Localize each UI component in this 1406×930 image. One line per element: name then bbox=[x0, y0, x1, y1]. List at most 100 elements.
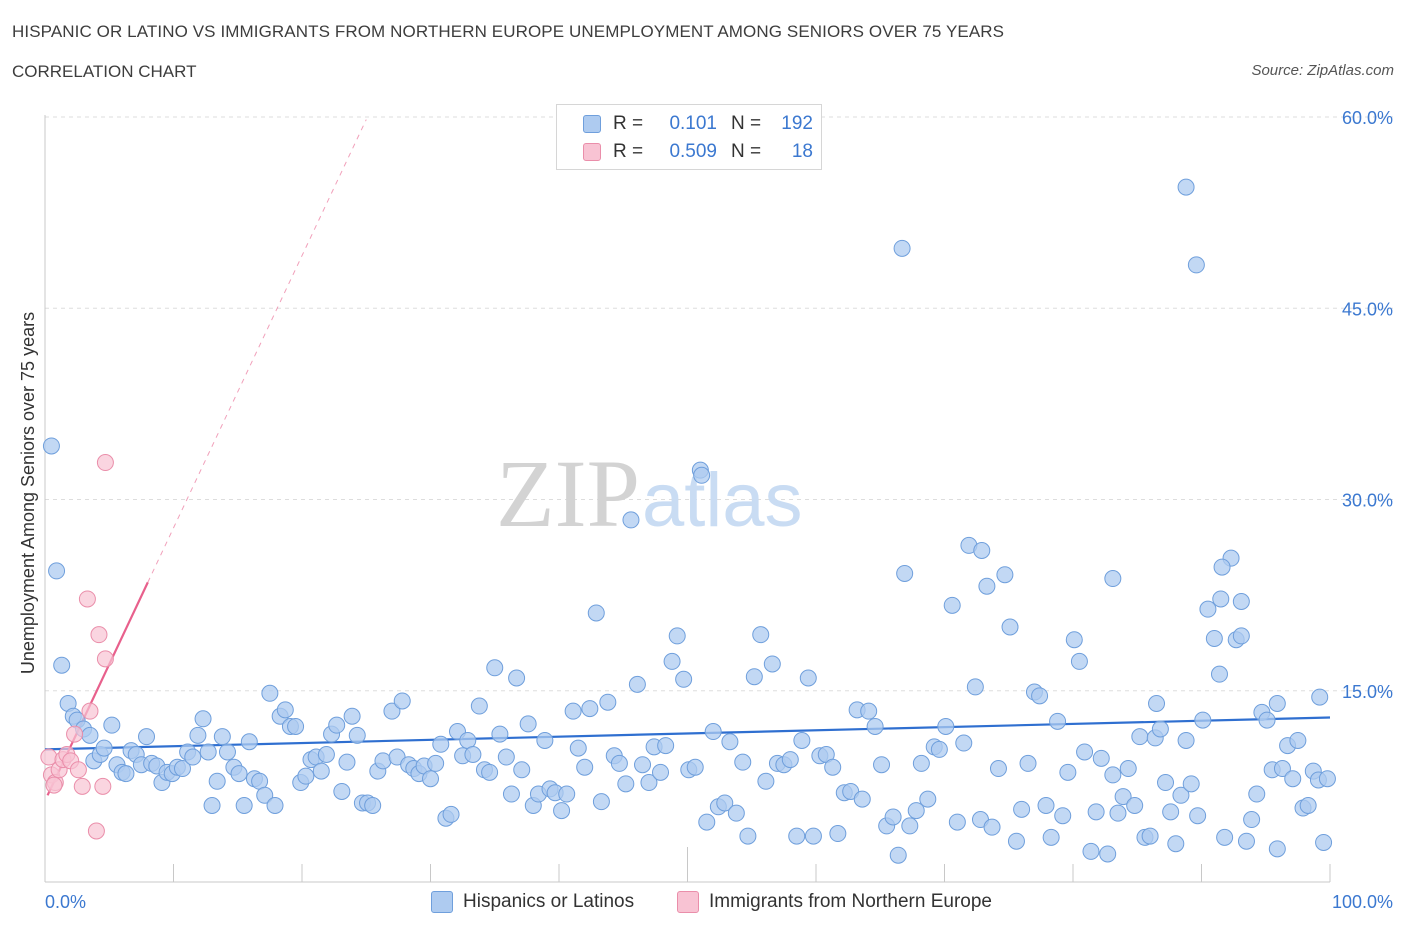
data-point-hispanics bbox=[973, 542, 991, 559]
legend-n-value: 18 bbox=[791, 141, 813, 162]
legend-label-hispanics: Hispanics or Latinos bbox=[463, 891, 635, 912]
data-point-hispanics bbox=[81, 726, 99, 744]
data-point-hispanics bbox=[948, 813, 966, 831]
data-point-northern-europe bbox=[40, 748, 58, 766]
data-point-hispanics bbox=[1082, 842, 1100, 860]
legend-n-label: N = bbox=[731, 113, 762, 134]
data-point-hispanics bbox=[781, 751, 799, 769]
data-point-hispanics bbox=[103, 716, 121, 734]
data-point-hispanics bbox=[1162, 803, 1180, 821]
data-point-hispanics bbox=[1167, 835, 1185, 853]
data-point-hispanics bbox=[558, 785, 576, 803]
legend-swatch-blue bbox=[431, 891, 453, 913]
data-point-hispanics bbox=[829, 825, 847, 843]
data-point-hispanics bbox=[693, 466, 711, 484]
data-point-hispanics bbox=[1049, 712, 1067, 730]
data-point-hispanics bbox=[734, 753, 752, 771]
data-point-hispanics bbox=[853, 790, 871, 808]
data-point-hispanics bbox=[194, 710, 212, 728]
data-point-hispanics bbox=[497, 748, 515, 766]
data-point-hispanics bbox=[343, 707, 361, 725]
data-point-hispanics bbox=[312, 762, 330, 780]
data-point-hispanics bbox=[640, 774, 658, 792]
watermark-atlas: atlas bbox=[642, 458, 803, 543]
data-point-hispanics bbox=[203, 797, 221, 814]
data-point-hispanics bbox=[1311, 688, 1329, 706]
tick-labels: 15.0% 30.0% 45.0% 60.0% 0.0% 100.0% bbox=[45, 108, 1393, 912]
data-point-hispanics bbox=[1268, 695, 1286, 712]
data-point-hispanics bbox=[1205, 629, 1223, 647]
data-point-northern-europe bbox=[96, 454, 114, 472]
data-point-hispanics bbox=[1114, 788, 1132, 806]
data-point-hispanics bbox=[1199, 600, 1217, 618]
data-point-hispanics bbox=[1076, 743, 1094, 761]
data-point-hispanics bbox=[1104, 570, 1122, 588]
data-point-hispanics bbox=[799, 669, 817, 687]
data-point-hispanics bbox=[1213, 558, 1231, 576]
data-point-hispanics bbox=[53, 656, 71, 674]
data-point-hispanics bbox=[42, 437, 60, 455]
data-point-hispanics bbox=[48, 562, 66, 580]
legend-swatch-pink bbox=[583, 143, 601, 161]
data-point-hispanics bbox=[727, 804, 745, 822]
data-point-hispanics bbox=[698, 813, 716, 831]
data-point-hispanics bbox=[338, 753, 356, 771]
data-point-hispanics bbox=[788, 827, 806, 845]
data-point-hispanics bbox=[230, 765, 248, 783]
data-point-northern-europe bbox=[87, 822, 105, 840]
data-point-hispanics bbox=[1148, 695, 1166, 712]
data-point-hispanics bbox=[793, 731, 811, 749]
data-point-hispanics bbox=[930, 740, 948, 758]
series-hispanics-points bbox=[42, 178, 1336, 864]
data-point-hispanics bbox=[464, 746, 482, 763]
data-point-hispanics bbox=[117, 765, 135, 783]
data-point-northern-europe bbox=[90, 626, 108, 644]
data-point-hispanics bbox=[1065, 631, 1083, 649]
data-point-hispanics bbox=[966, 678, 984, 696]
data-point-hispanics bbox=[442, 805, 460, 823]
data-point-hispanics bbox=[1042, 828, 1060, 846]
data-point-hispanics bbox=[617, 775, 635, 793]
data-point-hispanics bbox=[261, 684, 279, 702]
trend-extension-northern-europe bbox=[147, 119, 367, 583]
legend-n-label: N = bbox=[731, 141, 762, 162]
data-point-hispanics bbox=[824, 758, 842, 776]
data-point-hispanics bbox=[1258, 711, 1276, 729]
data-point-hispanics bbox=[1104, 766, 1122, 784]
data-point-hispanics bbox=[1177, 731, 1195, 749]
data-point-hispanics bbox=[668, 627, 686, 645]
data-point-hispanics bbox=[1019, 754, 1037, 772]
series-northern-europe-points bbox=[40, 454, 114, 840]
data-point-hispanics bbox=[943, 596, 961, 614]
data-point-hispanics bbox=[1157, 774, 1175, 792]
legend-r-label: R = bbox=[613, 113, 644, 134]
data-point-hispanics bbox=[989, 760, 1007, 778]
data-point-hispanics bbox=[1237, 832, 1255, 850]
data-point-hispanics bbox=[1126, 797, 1144, 814]
legend-item-northern-europe: Immigrants from Northern Europe bbox=[677, 888, 992, 916]
data-point-hispanics bbox=[1059, 763, 1077, 781]
data-point-hispanics bbox=[686, 758, 704, 776]
data-point-hispanics bbox=[266, 797, 284, 814]
data-point-hispanics bbox=[1232, 627, 1250, 645]
legend-r-value: 0.101 bbox=[669, 113, 717, 134]
data-point-hispanics bbox=[896, 564, 914, 582]
data-point-hispanics bbox=[1216, 828, 1234, 846]
data-point-hispanics bbox=[757, 772, 775, 790]
data-point-hispanics bbox=[1119, 760, 1137, 778]
data-point-hispanics bbox=[208, 772, 226, 790]
legend-row-northern-europe: R = 0.509 N = 18 bbox=[583, 140, 813, 164]
series-legend: Hispanics or Latinos Immigrants from Nor… bbox=[0, 888, 1406, 916]
legend-swatch-pink bbox=[677, 891, 699, 913]
x-tick-label: 100.0% bbox=[1332, 892, 1393, 912]
data-point-hispanics bbox=[519, 715, 537, 733]
data-point-hispanics bbox=[297, 767, 315, 785]
data-point-hispanics bbox=[213, 728, 231, 746]
data-point-hispanics bbox=[502, 785, 520, 803]
data-point-hispanics bbox=[893, 239, 911, 257]
data-point-hispanics bbox=[189, 726, 207, 744]
data-point-hispanics bbox=[1099, 845, 1117, 863]
data-point-hispanics bbox=[1189, 807, 1207, 825]
data-point-hispanics bbox=[1172, 786, 1190, 804]
